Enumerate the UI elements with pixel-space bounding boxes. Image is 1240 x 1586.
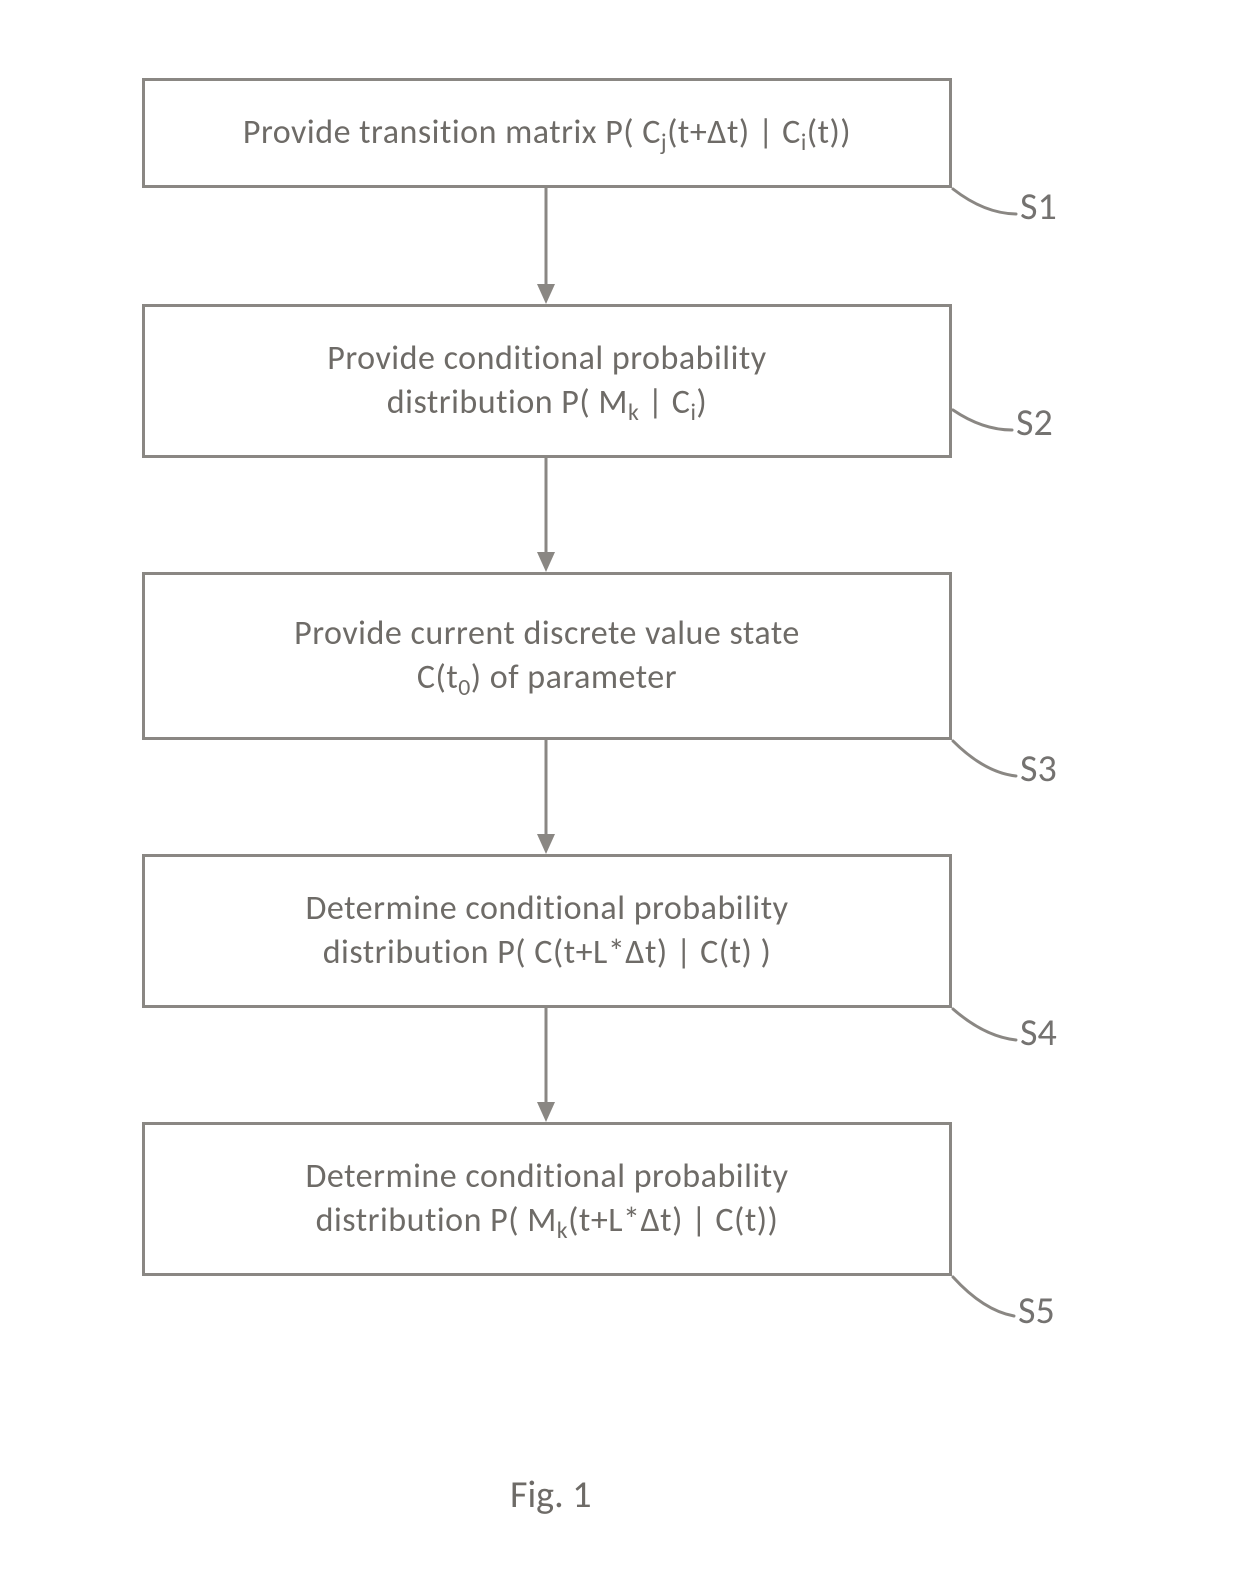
flowchart-step-text: Provide conditional probability	[327, 337, 766, 381]
flowchart-step-text: Determine conditional probability	[306, 1155, 789, 1199]
flowchart-step-text: distribution P( C(t+L*Δt) | C(t) )	[323, 931, 772, 975]
flowchart-arrow-S1-S2	[535, 188, 557, 304]
flowchart-step-text: Provide transition matrix P( Cj(t+Δt) | …	[243, 111, 851, 155]
callout-curve-S2	[949, 406, 1016, 444]
step-label-S4: S4	[1020, 1010, 1057, 1056]
flowchart-step-S3: Provide current discrete value stateC(t0…	[142, 572, 952, 740]
callout-curve-S1	[949, 185, 1020, 230]
flowchart-step-S5: Determine conditional probabilitydistrib…	[142, 1122, 952, 1276]
flowchart-step-text: distribution P( Mk | Ci)	[387, 381, 707, 425]
step-label-S2: S2	[1016, 400, 1053, 446]
callout-curve-S3	[949, 737, 1020, 794]
flowchart-step-S2: Provide conditional probabilitydistribut…	[142, 304, 952, 458]
callout-curve-S4	[949, 1005, 1020, 1056]
flowchart-step-text: Determine conditional probability	[306, 887, 789, 931]
flowchart-step-text: C(t0) of parameter	[417, 656, 677, 700]
step-label-S3: S3	[1020, 746, 1057, 792]
flowchart-step-text: Provide current discrete value state	[294, 612, 800, 656]
flowchart-step-S1: Provide transition matrix P( Cj(t+Δt) | …	[142, 78, 952, 188]
flowchart-canvas: Provide transition matrix P( Cj(t+Δt) | …	[0, 0, 1240, 1586]
flowchart-arrow-S2-S3	[535, 458, 557, 572]
step-label-S1: S1	[1020, 184, 1057, 230]
flowchart-arrow-S3-S4	[535, 740, 557, 854]
callout-curve-S5	[949, 1273, 1018, 1334]
flowchart-step-text: distribution P( Mk(t+L*Δt) | C(t))	[316, 1199, 779, 1243]
flowchart-step-S4: Determine conditional probabilitydistrib…	[142, 854, 952, 1008]
figure-caption: Fig. 1	[510, 1472, 592, 1518]
step-label-S5: S5	[1018, 1288, 1055, 1334]
flowchart-arrow-S4-S5	[535, 1008, 557, 1122]
